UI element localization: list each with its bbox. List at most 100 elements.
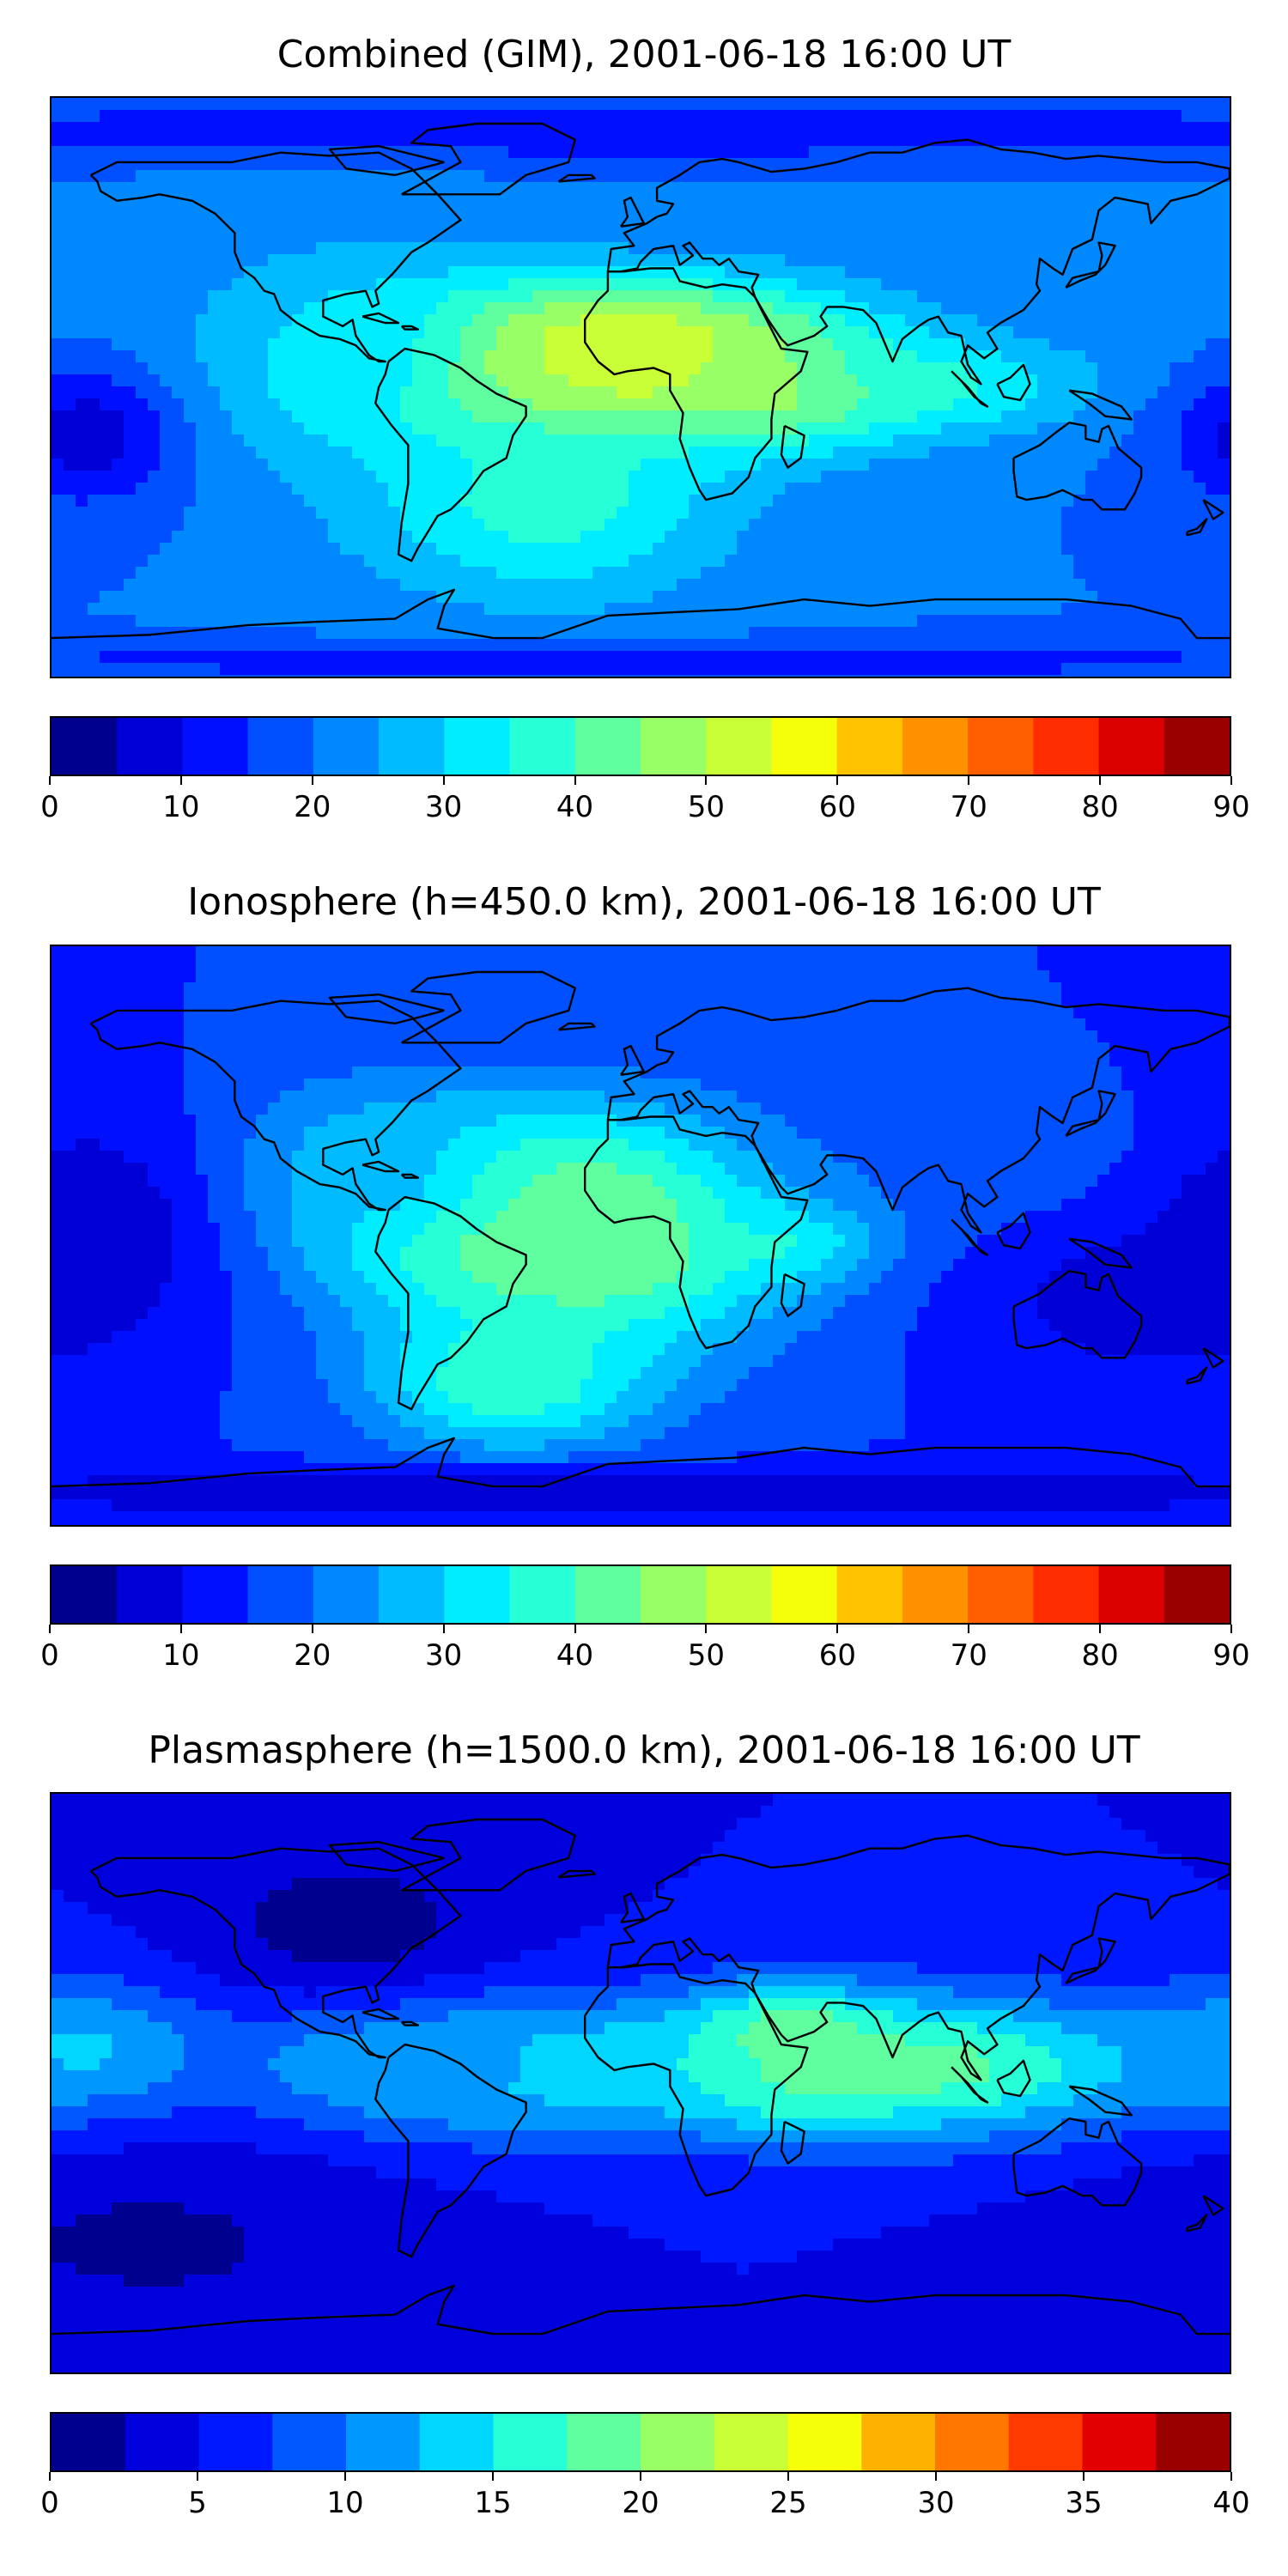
heatmap-cell [436, 447, 449, 459]
heatmap-cell [1133, 242, 1146, 255]
heatmap-cell [953, 290, 966, 303]
heatmap-cell [905, 194, 918, 207]
heatmap-cell [785, 290, 798, 303]
heatmap-cell [881, 170, 894, 183]
heatmap-cell [412, 302, 425, 315]
heatmap-cell [52, 495, 64, 507]
heatmap-cell [1049, 290, 1062, 303]
heatmap-cell [1049, 230, 1062, 243]
heatmap-cell [412, 591, 425, 604]
heatmap-cell [617, 98, 629, 111]
heatmap-cell [929, 410, 942, 423]
heatmap-cell [929, 218, 942, 231]
heatmap-cell [941, 302, 954, 315]
heatmap-cell [605, 314, 617, 327]
heatmap-cell [1121, 158, 1134, 171]
heatmap-cell [701, 338, 714, 351]
heatmap-cell [1001, 290, 1014, 303]
heatmap-cell [220, 242, 233, 255]
heatmap-cell [124, 495, 137, 507]
heatmap-cell [941, 410, 954, 423]
colorbar-tick-label: 70 [950, 790, 987, 824]
colorbar-tick-label: 20 [294, 790, 331, 824]
heatmap-cell [1170, 447, 1182, 459]
heatmap-cell [653, 615, 665, 628]
heatmap-cell [1109, 338, 1122, 351]
heatmap-cell [677, 206, 690, 219]
heatmap-cell [761, 651, 774, 664]
heatmap-cell [689, 134, 702, 147]
heatmap-cell [1218, 410, 1230, 423]
heatmap-cell [292, 122, 305, 135]
heatmap-cell [881, 675, 894, 677]
heatmap-cell [869, 218, 882, 231]
heatmap-cell [592, 410, 605, 423]
heatmap-cell [124, 471, 137, 483]
heatmap-cell [989, 663, 1002, 676]
heatmap-cell [737, 615, 750, 628]
heatmap-cell [76, 182, 88, 195]
heatmap-cell [629, 362, 641, 375]
heatmap-cell [1061, 218, 1074, 231]
heatmap-cell [208, 615, 221, 628]
heatmap-cell [136, 110, 149, 123]
heatmap-cell [701, 459, 714, 471]
heatmap-cell [436, 651, 449, 664]
heatmap-cell [160, 651, 173, 664]
heatmap-cell [1061, 639, 1074, 652]
heatmap-cell [1085, 603, 1098, 616]
heatmap-cell [112, 290, 125, 303]
heatmap-cell [124, 386, 137, 399]
heatmap-cell [749, 254, 762, 267]
heatmap-cell [472, 495, 485, 507]
heatmap-cell [124, 663, 137, 676]
heatmap-cell [1133, 615, 1146, 628]
heatmap-cell [304, 302, 317, 315]
heatmap-cell [580, 555, 593, 568]
heatmap-cell [124, 946, 137, 959]
heatmap-cell [208, 122, 221, 135]
heatmap-cell [328, 651, 341, 664]
heatmap-cell [1025, 254, 1038, 267]
heatmap-cell [172, 206, 185, 219]
heatmap-cell [496, 134, 509, 147]
heatmap-cell [797, 386, 810, 399]
heatmap-cell [1157, 386, 1170, 399]
heatmap-cell [412, 663, 425, 676]
heatmap-cell [364, 543, 377, 556]
heatmap-cell [52, 206, 64, 219]
heatmap-cell [256, 170, 269, 183]
heatmap-cell [88, 495, 100, 507]
heatmap-cell [665, 531, 677, 544]
heatmap-cell [100, 386, 112, 399]
heatmap-cell [184, 651, 197, 664]
heatmap-cell [1170, 206, 1182, 219]
heatmap-cell [833, 218, 846, 231]
heatmap-cell [388, 290, 401, 303]
heatmap-cell [605, 471, 617, 483]
heatmap-cell [701, 543, 714, 556]
heatmap-cell [112, 314, 125, 327]
heatmap-cell [1109, 447, 1122, 459]
heatmap-cell [496, 182, 509, 195]
heatmap-cell [100, 483, 112, 495]
heatmap-cell [1206, 122, 1218, 135]
heatmap-cell [1073, 170, 1086, 183]
heatmap-cell [1218, 495, 1230, 507]
heatmap-cell [797, 675, 810, 677]
heatmap-cell [220, 543, 233, 556]
heatmap-cell [64, 350, 76, 363]
heatmap-cell [725, 338, 738, 351]
heatmap-cell [520, 946, 533, 959]
heatmap-cell [1001, 543, 1014, 556]
heatmap-cell [124, 230, 137, 243]
heatmap-cell [881, 398, 894, 411]
heatmap-cell [112, 134, 125, 147]
heatmap-cell [472, 146, 485, 159]
heatmap-cell [953, 447, 966, 459]
heatmap-cell [1182, 146, 1194, 159]
heatmap-cell [172, 410, 185, 423]
heatmap-cell [304, 386, 317, 399]
heatmap-cell [1133, 543, 1146, 556]
heatmap-cell [532, 254, 545, 267]
